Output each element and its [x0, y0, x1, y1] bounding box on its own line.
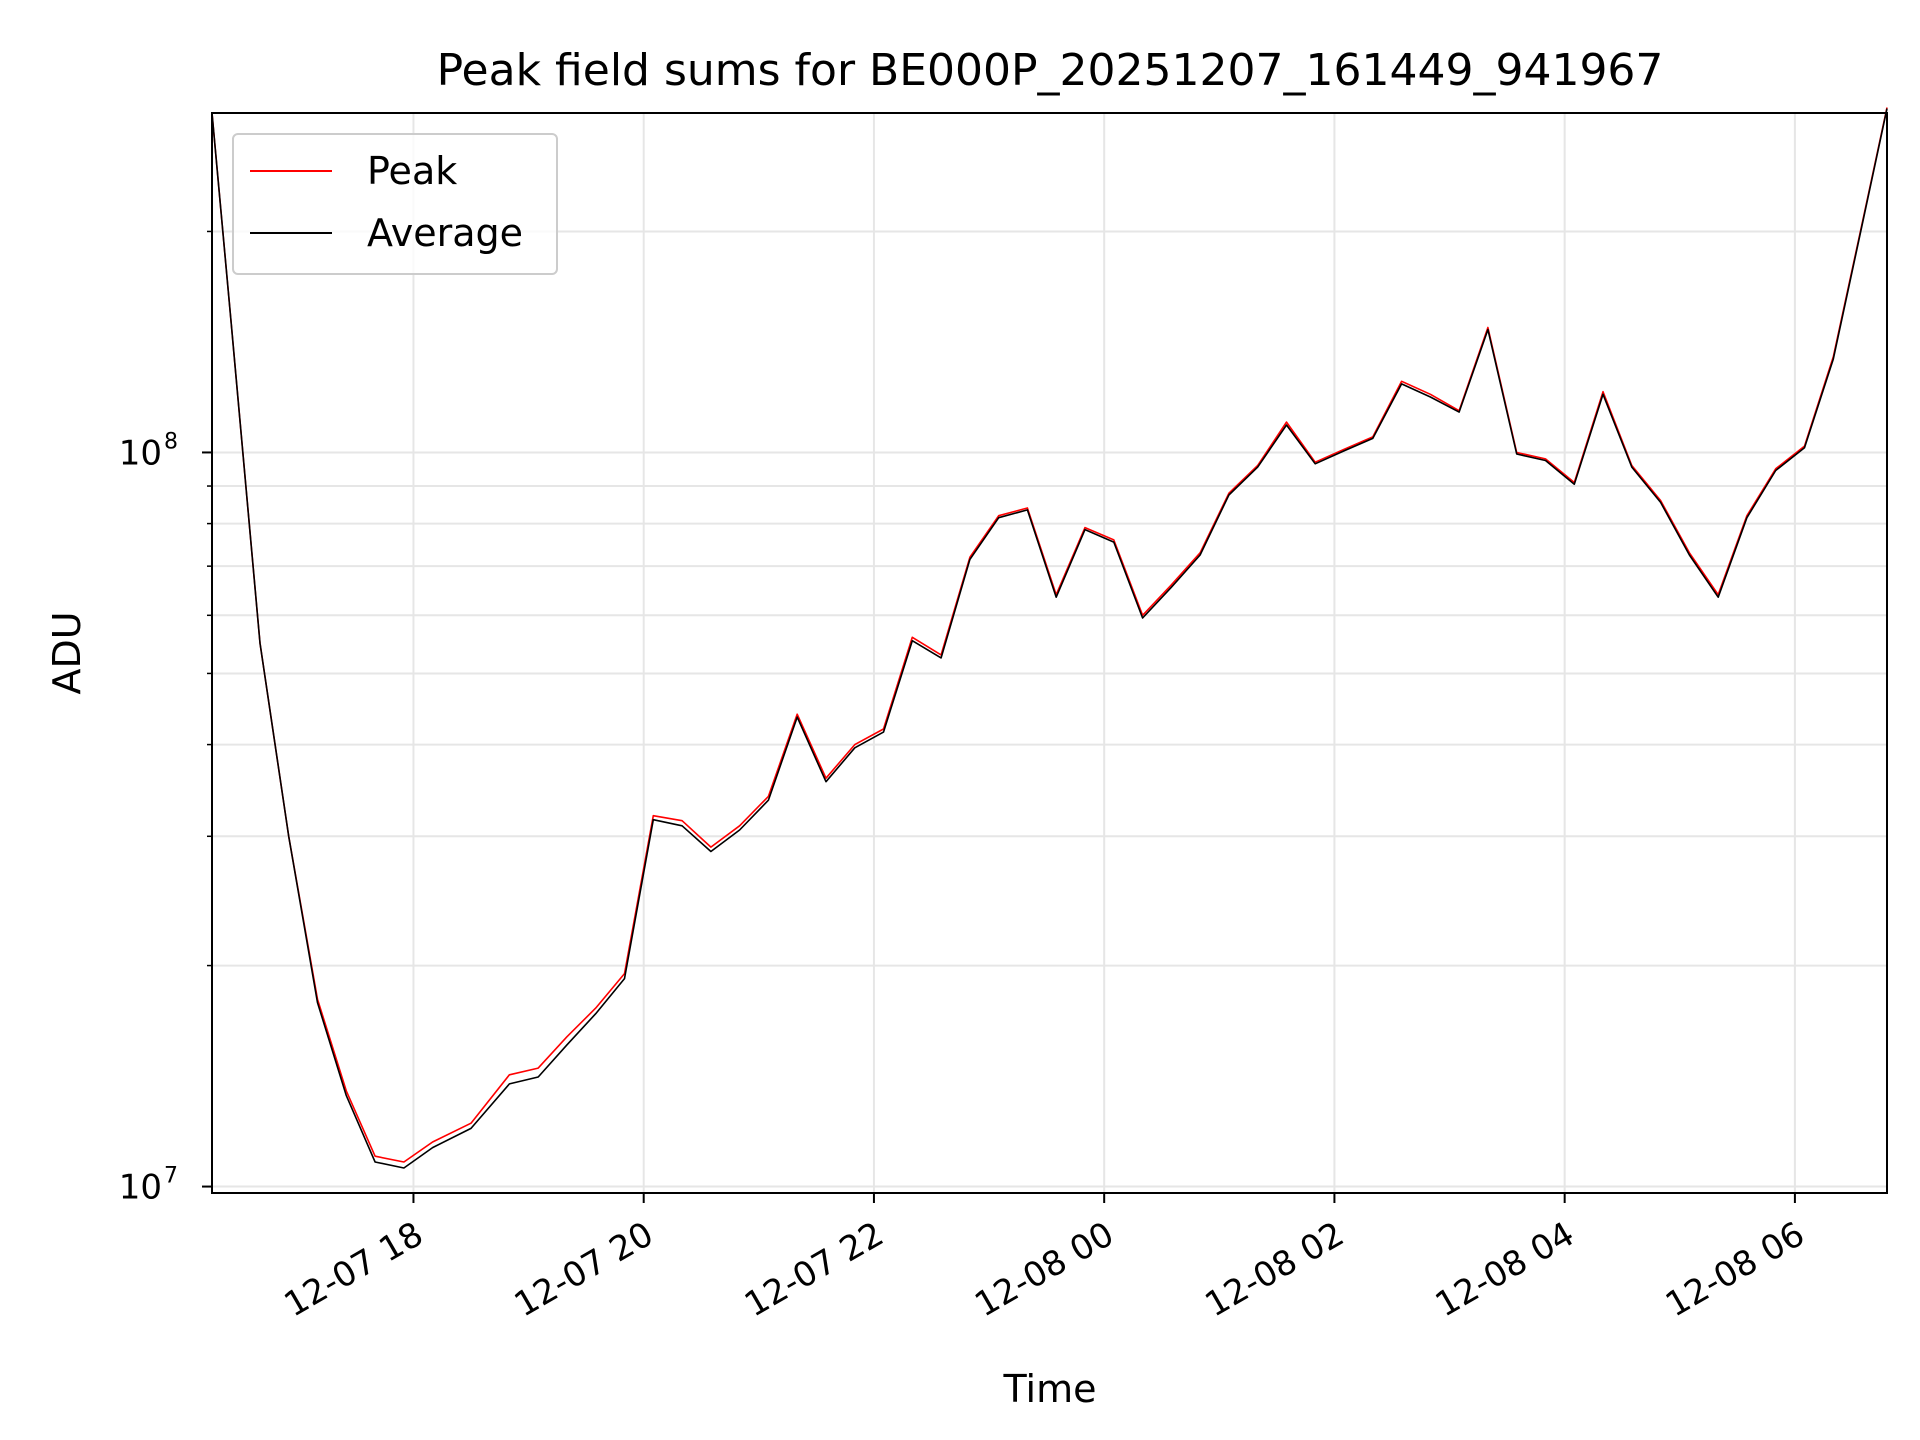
x-axis-label: Time	[1003, 1367, 1097, 1411]
y-tick-exponent: 7	[164, 1164, 178, 1189]
plot-area	[212, 113, 1887, 1193]
chart-title: Peak field sums for BE000P_20251207_1614…	[437, 45, 1664, 96]
x-gridlines	[412, 113, 1796, 1193]
series-lines	[211, 107, 1888, 1169]
y-tick-exponent: 8	[164, 429, 178, 454]
legend-label-peak: Peak	[367, 149, 457, 193]
legend: Peak Average	[232, 133, 558, 275]
plot-frame	[211, 112, 1888, 1194]
legend-box	[232, 133, 558, 275]
y-tick-label: 10	[119, 1168, 162, 1208]
legend-label-average: Average	[367, 211, 523, 255]
y-axis-label: ADU	[45, 611, 89, 694]
y-tick-label: 10	[119, 433, 162, 473]
y-gridlines	[212, 230, 1887, 1188]
series-line-average	[211, 108, 1888, 1169]
